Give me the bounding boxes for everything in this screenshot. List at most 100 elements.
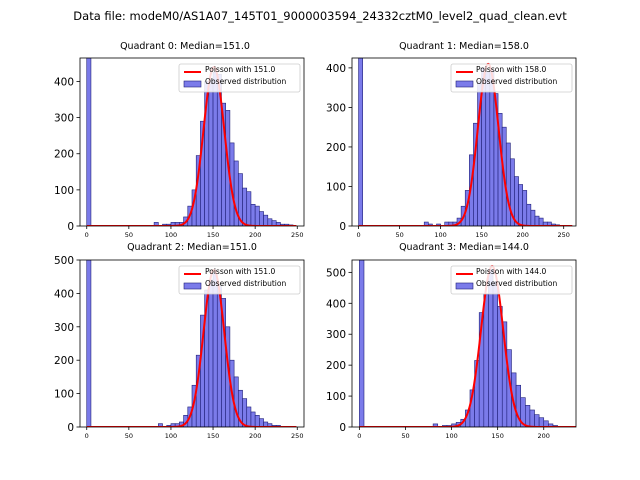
y-tick-label: 200 [326, 142, 346, 154]
y-tick-label: 0 [67, 221, 74, 233]
y-tick-label: 0 [67, 422, 74, 434]
histogram-bar [522, 190, 528, 226]
y-tick-label: 500 [54, 255, 74, 267]
quadrant-3-plot: 0 100 200 300 400 500 0 50 100 150 200 [326, 259, 577, 440]
quadrant-3-legend-poisson: Poisson with 144.0 [476, 267, 546, 276]
x-tick-label: 50 [401, 432, 409, 440]
quadrant-0-chart: Quadrant 0: Median=151.0 Poisson with 15… [120, 41, 286, 86]
axes-frame [351, 57, 577, 227]
legend-patch-handle [183, 282, 202, 290]
legend-box [450, 63, 573, 93]
histogram-bar [242, 187, 248, 226]
x-tick-label: 50 [125, 432, 133, 440]
x-tick-label: 100 [445, 432, 457, 440]
histogram-bar [358, 58, 363, 226]
x-tick-label: 0 [357, 432, 361, 440]
axes-frame [79, 259, 305, 428]
histogram-bar [254, 415, 260, 427]
x-tick-label: 100 [165, 432, 177, 440]
x-tick-label: 50 [125, 231, 133, 239]
histogram-bar [246, 191, 252, 226]
x-tick-label: 100 [165, 231, 177, 239]
y-tick-label: 400 [54, 288, 74, 300]
x-tick-label: 200 [249, 432, 261, 440]
quadrant-0-title: Quadrant 0: Median=151.0 [120, 41, 250, 52]
x-tick-label: 200 [516, 231, 528, 239]
x-tick-label: 250 [291, 432, 303, 440]
quadrant-3-chart: Quadrant 3: Median=144.0 Poisson with 14… [399, 242, 557, 288]
poisson-curve [358, 62, 573, 226]
y-tick-label: 400 [54, 76, 74, 88]
histogram-bar [525, 405, 531, 427]
y-tick-label: 100 [54, 185, 74, 197]
histogram-bar [250, 411, 256, 427]
x-tick-label: 0 [85, 231, 89, 239]
histogram-bar [254, 205, 260, 226]
quadrant-2-title: Quadrant 2: Median=151.0 [127, 242, 257, 253]
poisson-curve [86, 65, 297, 226]
x-tick-label: 50 [395, 231, 403, 239]
quadrant-2-chart: Quadrant 2: Median=151.0 Poisson with 15… [127, 242, 286, 288]
y-tick-label: 0 [339, 221, 346, 233]
histogram-bar [530, 209, 536, 226]
figure-title: Data file: modeM0/AS1A07_145T01_90000035… [73, 9, 567, 23]
y-tick-label: 200 [326, 360, 346, 372]
histogram-bar [242, 398, 248, 427]
legend-box [450, 265, 573, 295]
histogram-bar [212, 72, 218, 226]
histogram-bar [212, 273, 218, 427]
histogram-bar [208, 79, 214, 226]
y-tick-label: 400 [326, 298, 346, 310]
histogram-bar [250, 204, 256, 226]
y-tick-label: 300 [326, 102, 346, 114]
x-tick-label: 150 [475, 231, 487, 239]
x-tick-label: 0 [85, 432, 89, 440]
y-tick-label: 0 [339, 422, 346, 434]
histogram-bar [497, 306, 503, 427]
histogram-bar [483, 293, 489, 427]
y-tick-label: 300 [54, 113, 74, 125]
histogram-bar [153, 222, 159, 226]
quadrant-1-legend-poisson: Poisson with 158.0 [476, 65, 546, 74]
poisson-curve [86, 268, 297, 427]
histogram-bar [526, 203, 532, 226]
histogram-bar [492, 281, 498, 427]
y-tick-label: 100 [326, 391, 346, 403]
histogram-bar [538, 217, 544, 226]
histogram-bar [158, 423, 163, 427]
y-tick-label: 300 [326, 329, 346, 341]
histogram-bar [538, 417, 545, 427]
histogram-bar [534, 215, 540, 226]
x-tick-label: 100 [434, 231, 446, 239]
histogram-bar [86, 58, 92, 226]
x-tick-label: 0 [356, 231, 360, 239]
quadrant-0-legend-observed: Observed distribution [205, 77, 286, 86]
legend-box [178, 265, 301, 295]
quadrant-2-plot: 0 100 200 300 400 500 0 50 100 150 200 250 [54, 255, 305, 440]
x-tick-label: 150 [207, 432, 219, 440]
quadrant-1-title: Quadrant 1: Median=158.0 [399, 41, 529, 52]
x-tick-label: 200 [249, 231, 261, 239]
histogram-bar [246, 406, 252, 427]
histogram-bar [489, 69, 495, 226]
quadrant-1-chart: Quadrant 1: Median=158.0 Poisson with 15… [399, 41, 557, 86]
quadrant-1-plot: 0 100 200 300 400 0 50 100 150 200 250 [326, 57, 577, 239]
x-tick-label: 150 [207, 231, 219, 239]
y-tick-label: 200 [54, 149, 74, 161]
histogram-bar [208, 279, 214, 427]
y-tick-label: 200 [54, 355, 74, 367]
legend-patch-handle [183, 80, 202, 88]
quadrant-0-legend-poisson: Poisson with 151.0 [205, 65, 275, 74]
y-tick-label: 300 [54, 322, 74, 334]
axes-frame [79, 57, 305, 227]
histogram-bar [267, 218, 273, 226]
quadrant-3-title: Quadrant 3: Median=144.0 [399, 242, 529, 253]
quadrant-0-plot: 0 100 200 300 400 0 50 100 150 200 250 [54, 57, 305, 239]
histogram-bar [86, 260, 92, 427]
x-tick-label: 200 [538, 432, 550, 440]
histogram-bar [518, 184, 523, 226]
x-tick-label: 250 [557, 231, 569, 239]
axes-frame [351, 259, 577, 428]
legend-patch-handle [455, 282, 474, 290]
